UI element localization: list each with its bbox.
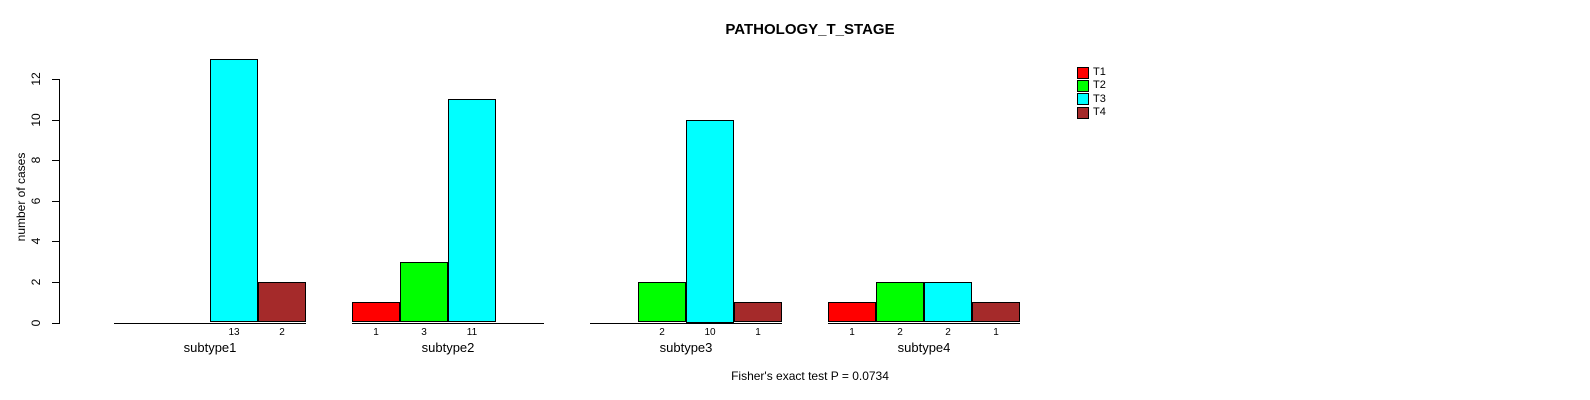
category-label: subtype4 — [897, 340, 951, 355]
y-axis-tick — [52, 281, 60, 283]
bar-value-label: 1 — [755, 327, 761, 338]
x-axis-baseline — [352, 322, 544, 324]
y-axis-tick-label: 6 — [29, 197, 43, 205]
bar-value-label: 10 — [704, 327, 716, 338]
bar-value-label: 2 — [659, 327, 665, 338]
chart-title: PATHOLOGY_T_STAGE — [725, 21, 895, 38]
legend-swatch — [1077, 93, 1089, 106]
y-axis-tick — [52, 119, 60, 121]
bar — [828, 302, 876, 323]
bar — [924, 281, 972, 323]
legend-swatch — [1077, 66, 1089, 79]
bar-value-label: 2 — [279, 327, 285, 338]
legend: T1 T2 T3 T4 — [1077, 66, 1106, 119]
legend-item-label: T4 — [1093, 106, 1106, 119]
bar-value-label: 1 — [993, 327, 999, 338]
bar — [876, 281, 924, 323]
legend-item: T1 — [1077, 66, 1106, 79]
category-label: subtype3 — [659, 340, 713, 355]
legend-item: T3 — [1077, 93, 1106, 106]
y-axis-tick-label: 12 — [29, 72, 43, 86]
legend-item-label: T2 — [1093, 79, 1106, 92]
bar — [258, 281, 306, 323]
y-axis-tick — [52, 160, 60, 162]
y-axis-tick — [52, 322, 60, 324]
legend-swatch — [1077, 79, 1089, 92]
y-axis-tick-label: 2 — [29, 278, 43, 286]
y-axis-label: number of cases — [14, 152, 28, 242]
x-axis-baseline — [828, 322, 1020, 324]
x-axis-baseline — [590, 322, 782, 324]
bar — [210, 58, 258, 323]
x-axis-baseline — [114, 322, 306, 324]
y-axis-tick-label: 8 — [29, 156, 43, 164]
y-axis-tick — [52, 241, 60, 243]
y-axis-tick-label: 0 — [29, 319, 43, 326]
legend-item-label: T3 — [1093, 92, 1106, 105]
bar-value-label: 11 — [466, 327, 478, 338]
category-label: subtype1 — [183, 340, 237, 355]
bar — [686, 119, 734, 323]
category-label: subtype2 — [421, 340, 475, 355]
bar — [734, 302, 782, 323]
bar-value-label: 1 — [849, 327, 855, 338]
bar — [400, 261, 448, 323]
bar-value-label: 2 — [897, 327, 903, 338]
legend-swatch — [1077, 106, 1089, 119]
bar-value-label: 13 — [228, 327, 240, 338]
bar-value-label: 3 — [421, 327, 427, 338]
bar — [352, 302, 400, 323]
y-axis-tick-label: 10 — [29, 112, 43, 127]
bar-value-label: 1 — [373, 327, 379, 338]
bar — [448, 99, 496, 323]
legend-item: T2 — [1077, 79, 1106, 92]
legend-item-label: T1 — [1093, 66, 1106, 79]
y-axis-tick — [52, 200, 60, 202]
bar — [638, 281, 686, 323]
y-axis-tick-label: 4 — [29, 237, 43, 245]
fisher-test-annotation: Fisher's exact test P = 0.0734 — [731, 369, 889, 383]
legend-item: T4 — [1077, 106, 1106, 119]
bar — [972, 302, 1020, 323]
bar-value-label: 2 — [945, 327, 951, 338]
y-axis-tick — [52, 78, 60, 80]
